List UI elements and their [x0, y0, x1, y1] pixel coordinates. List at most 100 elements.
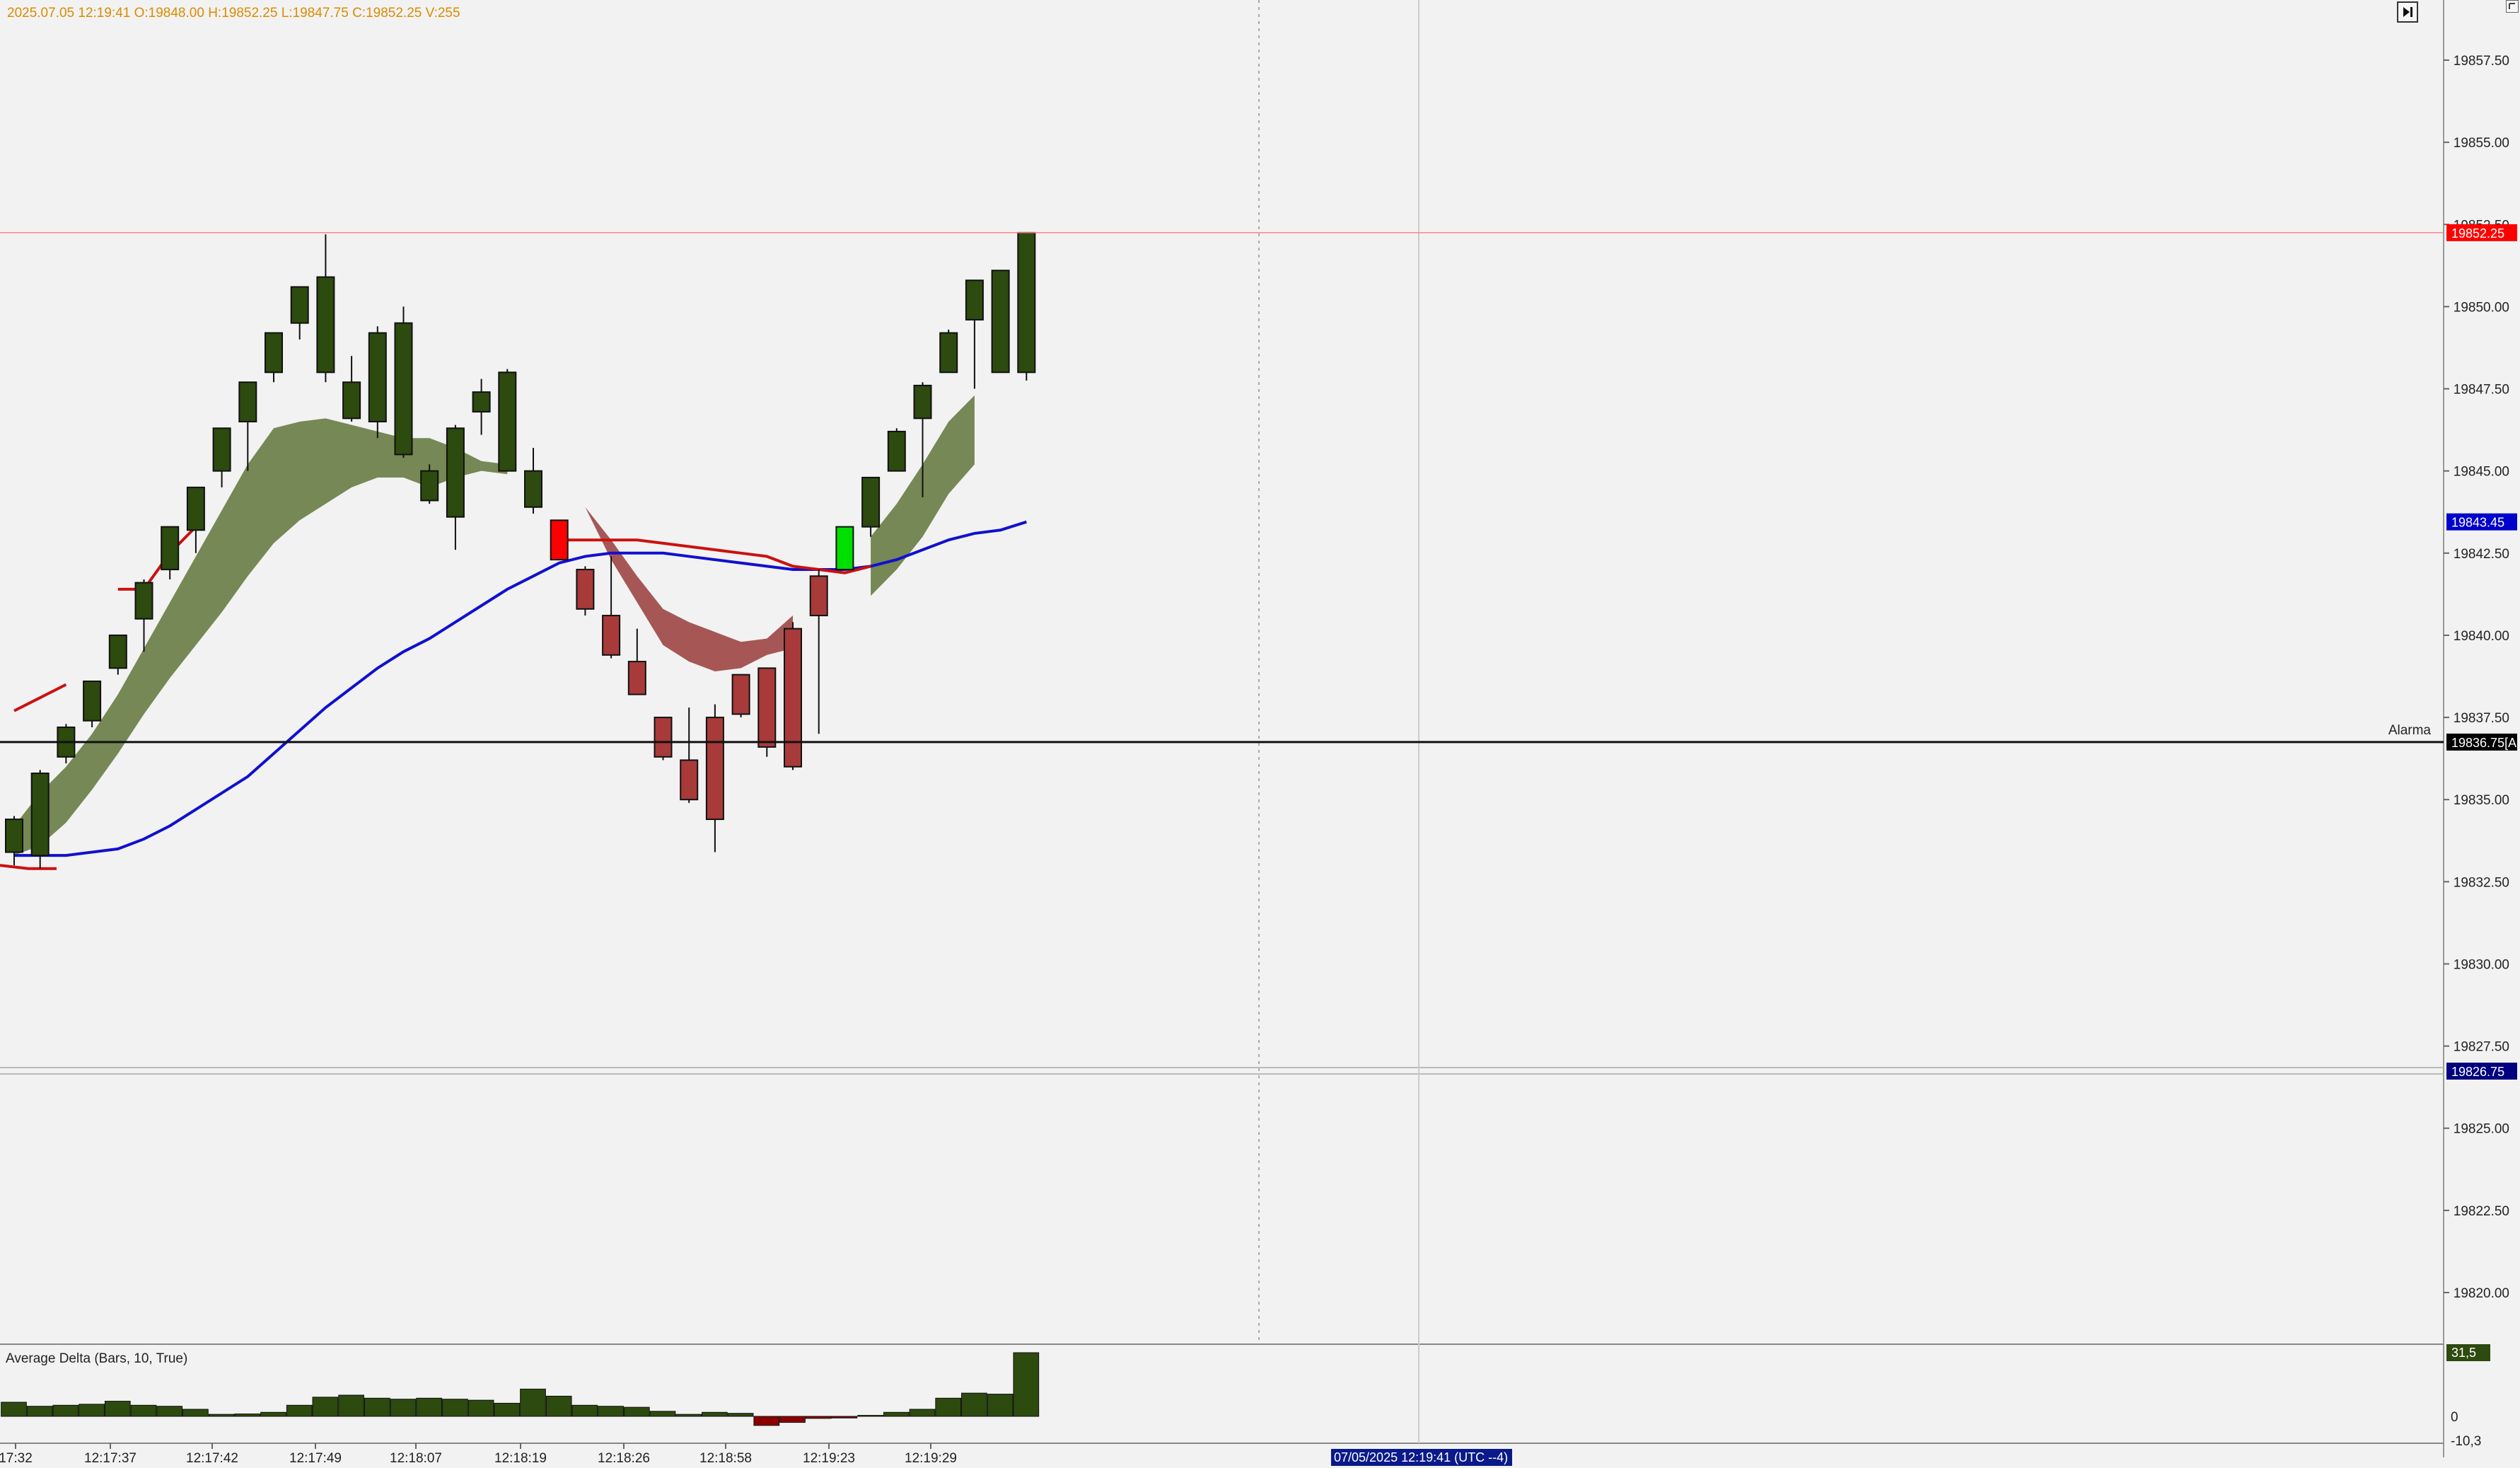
delta-tick-label: 0: [2451, 1410, 2458, 1425]
delta-bar: [364, 1397, 390, 1417]
candle-body: [991, 270, 1010, 374]
price-axis-ticks: 19857.5019855.0019852.5019850.0019847.50…: [2444, 54, 2509, 1301]
candle-body: [861, 476, 881, 528]
candle-body: [784, 628, 802, 768]
lower-price-tag: 19826.75: [2451, 1065, 2504, 1079]
time-tick-label: 12:18:19: [494, 1451, 547, 1466]
price-tick-label: 19825.00: [2454, 1122, 2509, 1137]
horizontal-lines: [0, 232, 2444, 744]
candle-body: [342, 381, 361, 420]
delta-bar: [1, 1401, 27, 1417]
delta-bar: [675, 1414, 702, 1417]
price-tick-label: 19835.00: [2454, 793, 2509, 808]
time-tick-label: 12:19:29: [905, 1451, 957, 1466]
delta-bar: [468, 1399, 494, 1417]
price-tick-label: 19840.00: [2454, 629, 2509, 644]
price-tick-label: 19855.00: [2454, 136, 2509, 151]
candle-body: [524, 470, 542, 508]
candlesticks: [5, 231, 1036, 869]
time-tick-label: 12:18:58: [699, 1451, 752, 1466]
lower-price-tag-bg: [2446, 1063, 2517, 1080]
delta-bar: [727, 1413, 754, 1417]
candle-body: [627, 661, 646, 695]
delta-bar: [961, 1392, 987, 1417]
delta-bar: [753, 1416, 780, 1426]
delta-tick-label: -10,3: [2451, 1434, 2481, 1449]
bear-cloud-band: [585, 507, 793, 672]
delta-bar: [338, 1394, 364, 1417]
delta-bar: [182, 1409, 209, 1417]
candle-body: [498, 371, 517, 472]
time-tick-label: 12:18:07: [390, 1451, 442, 1466]
delta-bar: [79, 1404, 105, 1417]
candle-body: [472, 391, 491, 413]
delta-bar: [649, 1411, 676, 1417]
candle-body: [108, 634, 127, 669]
candle-body: [576, 569, 595, 610]
delta-bar: [779, 1416, 806, 1423]
price-tick-label: 19837.50: [2454, 711, 2509, 726]
delta-bar: [1013, 1352, 1040, 1417]
play-to-end-button[interactable]: [2397, 1, 2418, 23]
delta-bar: [520, 1388, 546, 1417]
candle-body: [550, 519, 569, 561]
plot-background: [0, 0, 2444, 1344]
cursor-time-label-bg: [1331, 1449, 1512, 1466]
candle-body: [602, 615, 621, 656]
delta-bar: [545, 1395, 572, 1417]
delta-value-tag-bg: [2446, 1344, 2490, 1361]
ma-red-line-start: [0, 864, 57, 870]
price-tick-label: 19850.00: [2454, 300, 2509, 315]
candle-body: [835, 526, 854, 571]
delta-bar: [26, 1406, 53, 1417]
alarm-price-tag: 19836.75[A: [2451, 736, 2516, 750]
time-tick-label: 12:17:42: [186, 1451, 238, 1466]
candle-body: [212, 427, 231, 472]
time-tick-label: 12:19:23: [803, 1451, 855, 1466]
candle-body: [446, 427, 465, 518]
candle-body: [680, 759, 699, 801]
candle-body: [316, 276, 335, 374]
cursor-time-label: 07/05/2025 12:19:41 (UTC --4): [1334, 1450, 1508, 1464]
price-tick-label: 19820.00: [2454, 1286, 2509, 1301]
candle-body: [394, 322, 413, 456]
delta-bar: [130, 1404, 157, 1417]
ma-red-line: [13, 683, 67, 712]
candle-body: [887, 430, 906, 472]
delta-bar: [312, 1397, 339, 1417]
skip-forward-icon: [2403, 7, 2412, 17]
last-price-tag: 19852.25: [2451, 226, 2504, 241]
candle-body: [757, 667, 777, 748]
price-tags: 19852.25 19843.45 19836.75[A 19826.75 31,5 07…: [1331, 224, 2517, 1466]
price-tick-label: 19847.50: [2454, 383, 2509, 398]
ma-price-tag: 19843.45: [2451, 516, 2504, 530]
candle-body: [420, 470, 439, 502]
delta-bar: [831, 1416, 858, 1418]
price-tick-label: 19842.50: [2454, 547, 2509, 562]
delta-bar: [987, 1394, 1014, 1417]
candle-body: [705, 717, 724, 821]
time-axis: 17:32 12:17:37 12:17:42 12:17:49 12:18:07 12:…: [0, 1443, 957, 1466]
delta-bar: [286, 1404, 313, 1417]
time-tick-label: 12:17:49: [289, 1451, 342, 1466]
delta-bar: [702, 1411, 728, 1417]
panel-collapse-button[interactable]: [2506, 0, 2519, 13]
price-tick-label: 19827.50: [2454, 1040, 2509, 1055]
candle-body: [913, 384, 932, 420]
candle-body: [134, 582, 153, 620]
time-tick-label: 12:17:37: [84, 1451, 137, 1466]
candle-body: [161, 526, 180, 571]
delta-histogram: 0 -10,3: [1, 1352, 2481, 1449]
delta-bar: [52, 1404, 79, 1417]
candle-body: [83, 680, 102, 722]
delta-bar: [494, 1402, 521, 1417]
indicator-title: Average Delta (Bars, 10, True): [6, 1351, 187, 1366]
candle-body: [238, 381, 257, 422]
delta-bar: [104, 1401, 131, 1417]
ma-blue-line: [14, 520, 1027, 857]
candle-body: [5, 819, 23, 853]
candle-body: [1017, 231, 1036, 374]
price-tick-label: 19845.00: [2454, 465, 2509, 480]
time-tick-label: 17:32: [0, 1451, 33, 1466]
